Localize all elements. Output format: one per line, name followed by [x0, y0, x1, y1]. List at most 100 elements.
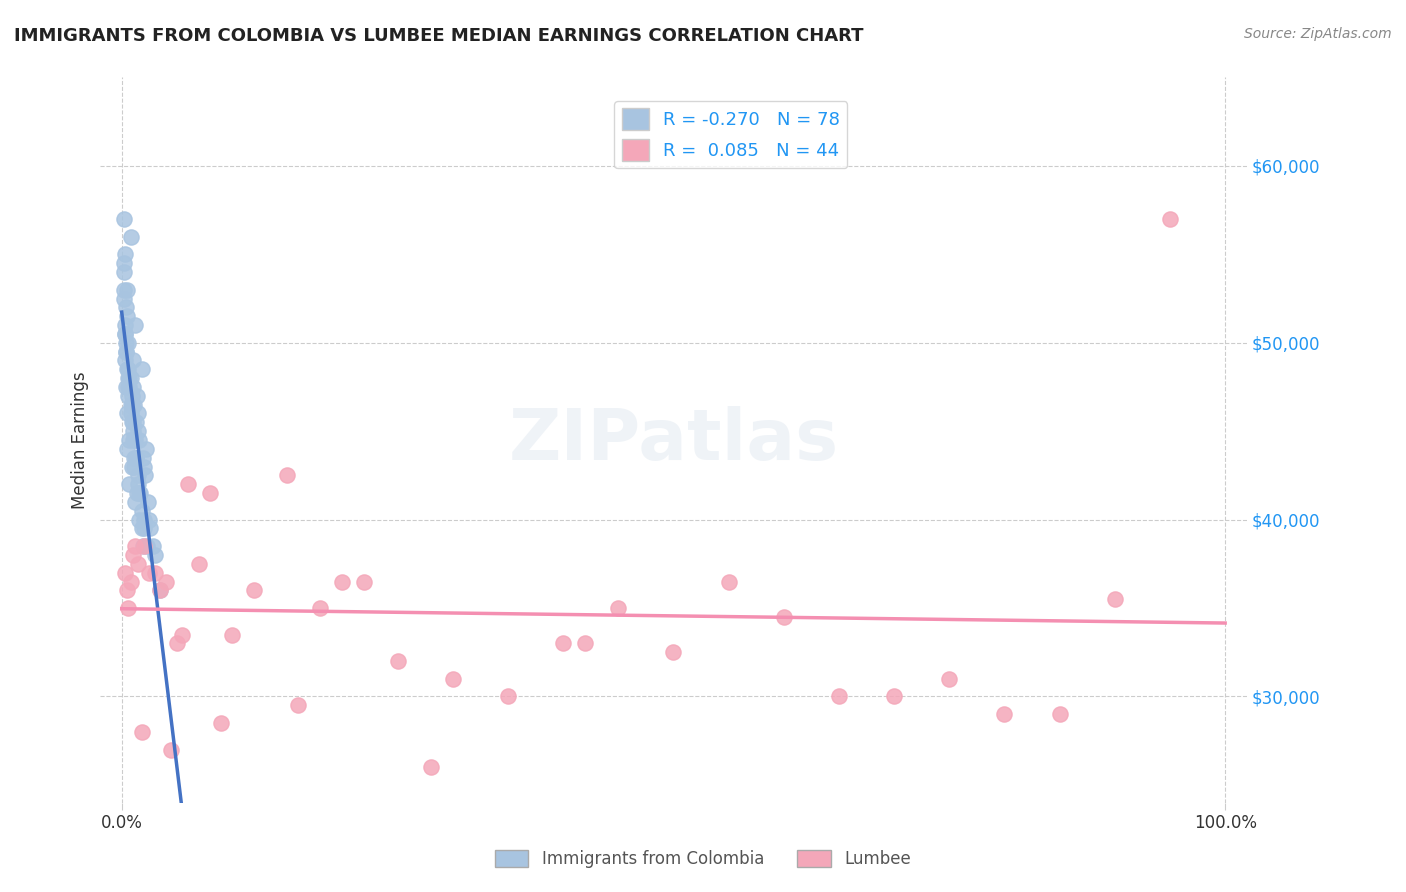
- Point: [118, 371, 141, 385]
- Point: [1159, 211, 1181, 226]
- Point: [115, 309, 138, 323]
- Point: [115, 583, 138, 598]
- Point: [121, 415, 143, 429]
- Point: [138, 513, 160, 527]
- Point: [114, 353, 136, 368]
- Point: [160, 742, 183, 756]
- Point: [120, 407, 142, 421]
- Point: [115, 283, 138, 297]
- Point: [938, 672, 960, 686]
- Point: [121, 433, 143, 447]
- Point: [419, 760, 441, 774]
- Point: [134, 468, 156, 483]
- Point: [122, 459, 145, 474]
- Legend: R = -0.270   N = 78, R =  0.085   N = 44: R = -0.270 N = 78, R = 0.085 N = 44: [614, 101, 848, 169]
- Point: [132, 459, 155, 474]
- Point: [131, 362, 153, 376]
- Point: [121, 415, 143, 429]
- Point: [127, 468, 149, 483]
- Point: [441, 672, 464, 686]
- Point: [1049, 707, 1071, 722]
- Point: [139, 521, 162, 535]
- Point: [131, 450, 153, 465]
- Point: [117, 601, 139, 615]
- Point: [353, 574, 375, 589]
- Point: [125, 450, 148, 465]
- Point: [118, 433, 141, 447]
- Point: [717, 574, 740, 589]
- Legend: Immigrants from Colombia, Lumbee: Immigrants from Colombia, Lumbee: [488, 843, 918, 875]
- Point: [551, 636, 574, 650]
- Point: [127, 389, 149, 403]
- Point: [120, 574, 142, 589]
- Point: [121, 389, 143, 403]
- Point: [121, 459, 143, 474]
- Point: [136, 495, 159, 509]
- Point: [114, 247, 136, 261]
- Point: [115, 442, 138, 456]
- Point: [112, 211, 135, 226]
- Point: [138, 566, 160, 580]
- Point: [117, 389, 139, 403]
- Point: [127, 486, 149, 500]
- Point: [114, 318, 136, 332]
- Point: [114, 326, 136, 341]
- Point: [143, 566, 166, 580]
- Point: [309, 601, 332, 615]
- Point: [828, 690, 851, 704]
- Point: [276, 468, 298, 483]
- Point: [574, 636, 596, 650]
- Point: [132, 513, 155, 527]
- Point: [115, 344, 138, 359]
- Point: [115, 344, 138, 359]
- Point: [121, 548, 143, 562]
- Point: [125, 415, 148, 429]
- Point: [122, 450, 145, 465]
- Point: [177, 477, 200, 491]
- Point: [607, 601, 630, 615]
- Point: [124, 539, 146, 553]
- Point: [124, 433, 146, 447]
- Point: [115, 380, 138, 394]
- Point: [332, 574, 354, 589]
- Point: [132, 539, 155, 553]
- Point: [496, 690, 519, 704]
- Point: [128, 513, 150, 527]
- Point: [135, 442, 157, 456]
- Point: [883, 690, 905, 704]
- Text: IMMIGRANTS FROM COLOMBIA VS LUMBEE MEDIAN EARNINGS CORRELATION CHART: IMMIGRANTS FROM COLOMBIA VS LUMBEE MEDIA…: [14, 27, 863, 45]
- Point: [117, 362, 139, 376]
- Point: [1104, 592, 1126, 607]
- Point: [114, 326, 136, 341]
- Point: [120, 398, 142, 412]
- Point: [993, 707, 1015, 722]
- Point: [129, 486, 152, 500]
- Point: [117, 380, 139, 394]
- Point: [127, 477, 149, 491]
- Point: [115, 362, 138, 376]
- Point: [662, 645, 685, 659]
- Point: [114, 566, 136, 580]
- Point: [131, 504, 153, 518]
- Point: [122, 398, 145, 412]
- Point: [128, 486, 150, 500]
- Point: [149, 583, 172, 598]
- Point: [115, 301, 138, 315]
- Point: [127, 424, 149, 438]
- Point: [125, 450, 148, 465]
- Point: [142, 539, 165, 553]
- Point: [131, 724, 153, 739]
- Point: [132, 521, 155, 535]
- Y-axis label: Median Earnings: Median Earnings: [72, 371, 89, 508]
- Point: [772, 610, 794, 624]
- Point: [121, 424, 143, 438]
- Point: [112, 292, 135, 306]
- Point: [121, 380, 143, 394]
- Point: [120, 371, 142, 385]
- Point: [155, 574, 177, 589]
- Point: [143, 548, 166, 562]
- Point: [172, 627, 194, 641]
- Point: [112, 256, 135, 270]
- Point: [221, 627, 243, 641]
- Point: [166, 636, 188, 650]
